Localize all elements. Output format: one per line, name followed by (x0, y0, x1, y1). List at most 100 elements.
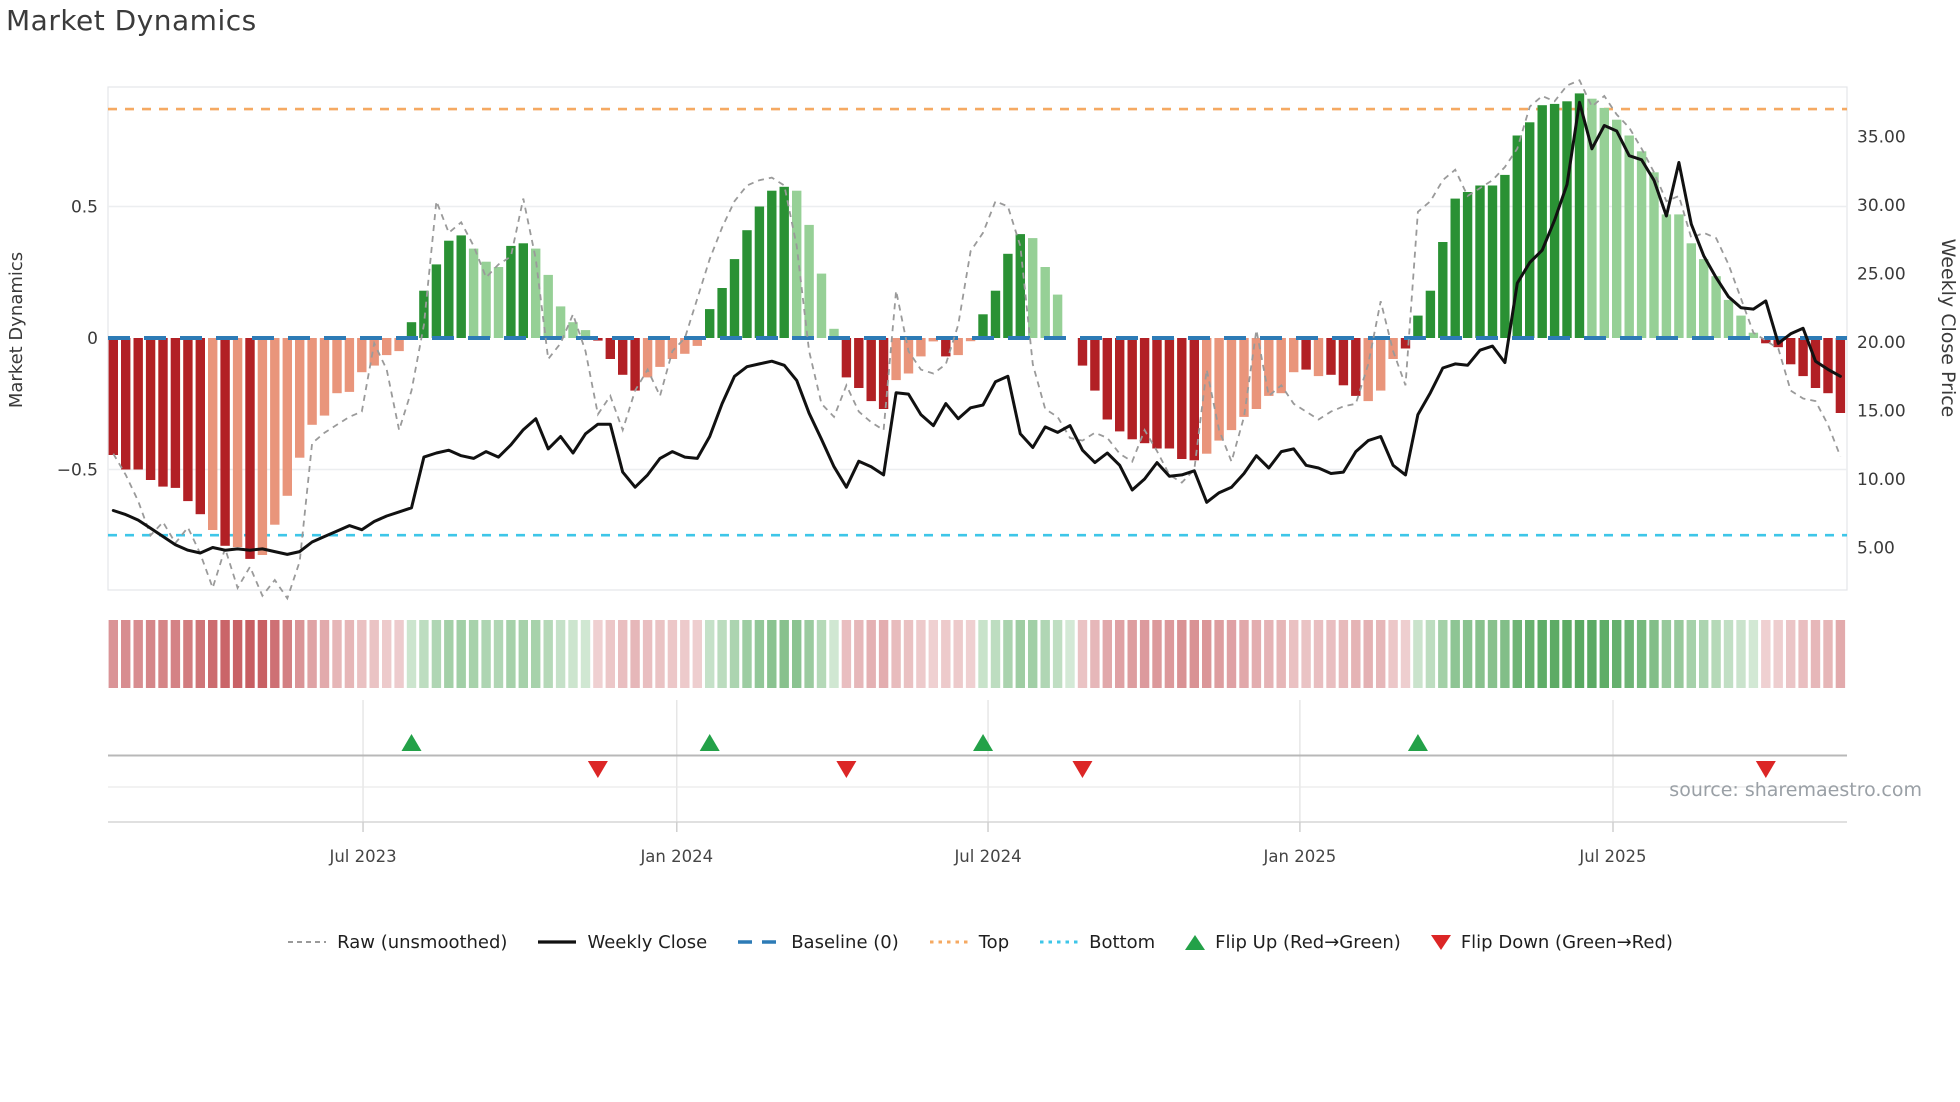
heatmap-cell (257, 620, 268, 688)
oscillator-bar (456, 235, 466, 338)
heatmap-cell (618, 620, 628, 688)
heatmap-cell (804, 620, 814, 688)
oscillator-bar (1177, 338, 1187, 459)
heatmap-cell (1313, 620, 1324, 688)
legend-item-top: Top (929, 932, 1009, 953)
heatmap-cell (108, 620, 118, 688)
heatmap-cell (307, 620, 317, 688)
oscillator-bar (1164, 338, 1175, 449)
legend-item-bottom: Bottom (1039, 932, 1155, 953)
oscillator-bar (816, 273, 827, 338)
heatmap-cell (468, 620, 479, 688)
oscillator-bar (468, 248, 479, 338)
oscillator-bar (1413, 315, 1423, 338)
heatmap-cell (1574, 620, 1585, 688)
oscillator-bar (1040, 267, 1050, 338)
heatmap-cell (1189, 620, 1199, 688)
heatmap-cell (1748, 620, 1759, 688)
oscillator-bar (742, 230, 752, 338)
heatmap-cell (282, 620, 292, 688)
right-axis-title: Weekly Close Price (1937, 239, 1959, 418)
oscillator-bar (580, 330, 591, 338)
heatmap-cell (965, 620, 976, 688)
heatmap-strip (108, 620, 1846, 688)
heatmap-cell (1251, 620, 1262, 688)
oscillator-bar (1214, 338, 1224, 441)
oscillator-bar (1127, 338, 1137, 440)
heatmap-cell (493, 620, 504, 688)
oscillator-bar (854, 338, 864, 388)
heatmap-cell (1289, 620, 1299, 688)
oscillator-bar (1052, 294, 1063, 338)
oscillator-bars (108, 93, 1846, 559)
oscillator-bar (1624, 135, 1634, 338)
heatmap-cell (295, 620, 305, 688)
heatmap-cell (531, 620, 541, 688)
heatmap-cell (1661, 620, 1672, 688)
oscillator-bar (1015, 234, 1025, 338)
oscillator-bar (642, 338, 653, 378)
heatmap-cell (866, 620, 876, 688)
heatmap-cell (1599, 620, 1609, 688)
heatmap-cell (145, 620, 156, 688)
heatmap-cell (891, 620, 901, 688)
flip-down-marker (1072, 761, 1093, 778)
heatmap-cell (121, 620, 131, 688)
flip-up-marker (401, 734, 422, 751)
heatmap-cell (878, 620, 889, 688)
left-axis-tick-label: 0 (87, 329, 98, 349)
oscillator-bar (1462, 192, 1473, 338)
heatmap-cell (667, 620, 678, 688)
top-bottom-bands (108, 107, 1847, 537)
oscillator-bar (1823, 338, 1833, 394)
oscillator-bar (1711, 276, 1721, 338)
heatmap-cell (419, 620, 429, 688)
legend-item-raw: Raw (unsmoothed) (287, 932, 507, 953)
heatmap-cell (232, 620, 243, 688)
oscillator-bar (729, 259, 740, 338)
oscillator-bar (767, 190, 777, 338)
oscillator-bar (357, 338, 367, 373)
oscillator-bar (382, 338, 392, 356)
heatmap-cell (1052, 620, 1063, 688)
flip-down-markers (587, 761, 1776, 778)
dotted-line-swatch-icon (929, 940, 968, 944)
heatmap-cell (1065, 620, 1075, 688)
heatmap-cell (978, 620, 988, 688)
oscillator-bar (1810, 338, 1821, 388)
oscillator-bar (1674, 214, 1684, 338)
heatmap-cell (1090, 620, 1100, 688)
right-axis-tick-label: 25.00 (1857, 264, 1906, 284)
oscillator-bar (394, 338, 404, 352)
oscillator-bar (1723, 299, 1734, 338)
heatmap-cell (1537, 620, 1547, 688)
oscillator-bar (1301, 338, 1311, 370)
oscillator-bar (1636, 151, 1647, 338)
oscillator-bar (133, 338, 143, 470)
heatmap-cell (729, 620, 740, 688)
heatmap-cell (1338, 620, 1349, 688)
heatmap-cell (705, 620, 715, 688)
heatmap-cell (1015, 620, 1025, 688)
oscillator-bar (1438, 242, 1448, 338)
heatmap-cell (555, 620, 566, 688)
heatmap-cell (1835, 620, 1846, 688)
oscillator-bar (344, 338, 355, 392)
x-axis-tick-label: Jan 2025 (1263, 847, 1337, 866)
oscillator-bar (1612, 119, 1622, 338)
heatmap-cell (220, 620, 230, 688)
oscillator-bar (1102, 338, 1112, 420)
heatmap-cell (580, 620, 591, 688)
heatmap-cell (1301, 620, 1311, 688)
heatmap-cell (481, 620, 491, 688)
oscillator-bar (444, 240, 454, 338)
heatmap-cell (1649, 620, 1659, 688)
heatmap-cell (642, 620, 653, 688)
oscillator-bar (692, 338, 702, 346)
heatmap-cell (208, 620, 218, 688)
heatmap-cell (1363, 620, 1373, 688)
left-axis-tick-label: 0.5 (71, 197, 98, 217)
heatmap-cell (1214, 620, 1224, 688)
heatmap-cell (953, 620, 963, 688)
